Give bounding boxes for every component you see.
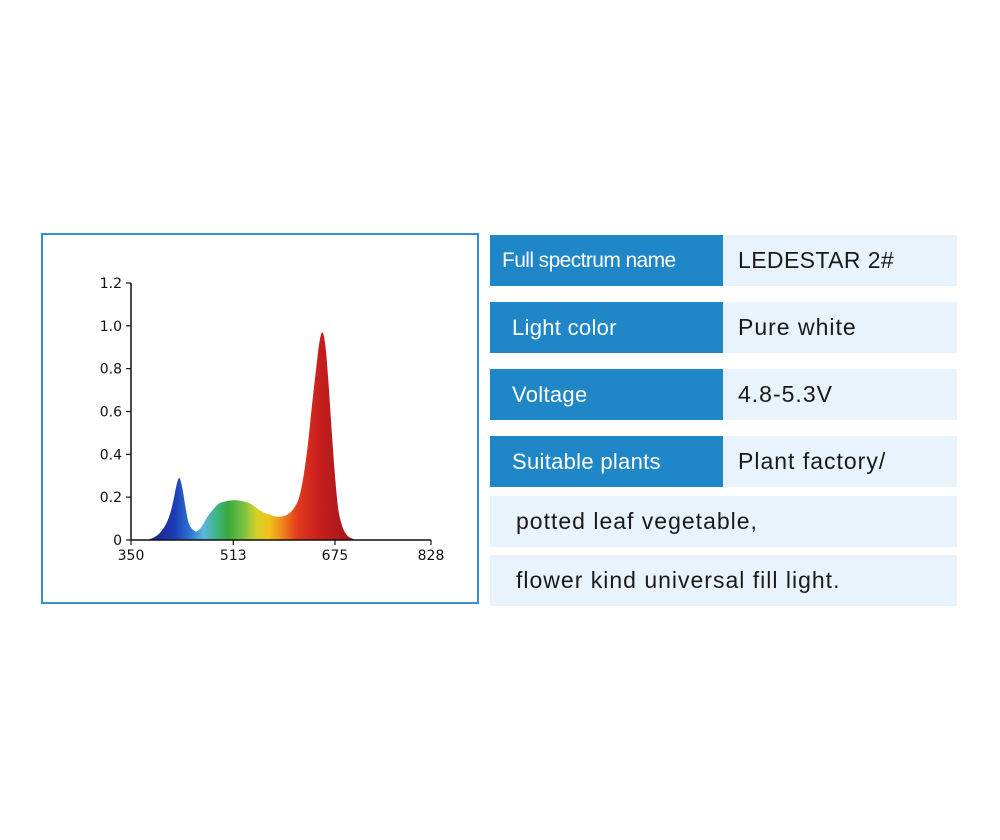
spectrum-area (146, 332, 364, 540)
y-tick-label: 0.8 (100, 362, 122, 378)
x-tick-label: 513 (220, 548, 247, 564)
spec-row-plants-line3: flower kind universal fill light. (490, 555, 957, 606)
y-tick-label: 0 (113, 533, 122, 549)
spec-label-name: Full spectrum name (490, 235, 723, 286)
spectrum-chart: 0 0.2 0.4 0.6 0.8 1.0 1.2 350 513 675 828 (100, 276, 445, 564)
x-tick-label: 350 (118, 548, 145, 564)
y-tick-label: 1.0 (100, 319, 122, 335)
spec-value-plants-line2: potted leaf vegetable, (490, 496, 957, 547)
spec-value-color: Pure white (723, 302, 957, 353)
x-tick-label: 675 (322, 548, 349, 564)
y-tick-label: 0.6 (100, 405, 122, 421)
x-tick-label: 828 (418, 548, 445, 564)
spectrum-chart-panel: 0 0.2 0.4 0.6 0.8 1.0 1.2 350 513 675 828 (41, 233, 479, 604)
spec-value-plants: Plant factory/ (723, 436, 957, 487)
y-tick-label: 0.2 (100, 490, 122, 506)
spec-row-color: Light color Pure white (490, 302, 957, 353)
spec-row-voltage: Voltage 4.8-5.3V (490, 369, 957, 420)
spec-row-plants-line2: potted leaf vegetable, (490, 496, 957, 547)
spec-label-voltage: Voltage (490, 369, 723, 420)
y-tick-label: 1.2 (100, 276, 122, 292)
spec-label-plants: Suitable plants (490, 436, 723, 487)
spec-row-name: Full spectrum name LEDESTAR 2# (490, 235, 957, 286)
spec-value-plants-line3: flower kind universal fill light. (490, 555, 957, 606)
spec-row-plants: Suitable plants Plant factory/ (490, 436, 957, 487)
spec-value-voltage: 4.8-5.3V (723, 369, 957, 420)
spec-label-color: Light color (490, 302, 723, 353)
y-tick-label: 0.4 (100, 447, 122, 463)
spec-value-name: LEDESTAR 2# (723, 235, 957, 286)
